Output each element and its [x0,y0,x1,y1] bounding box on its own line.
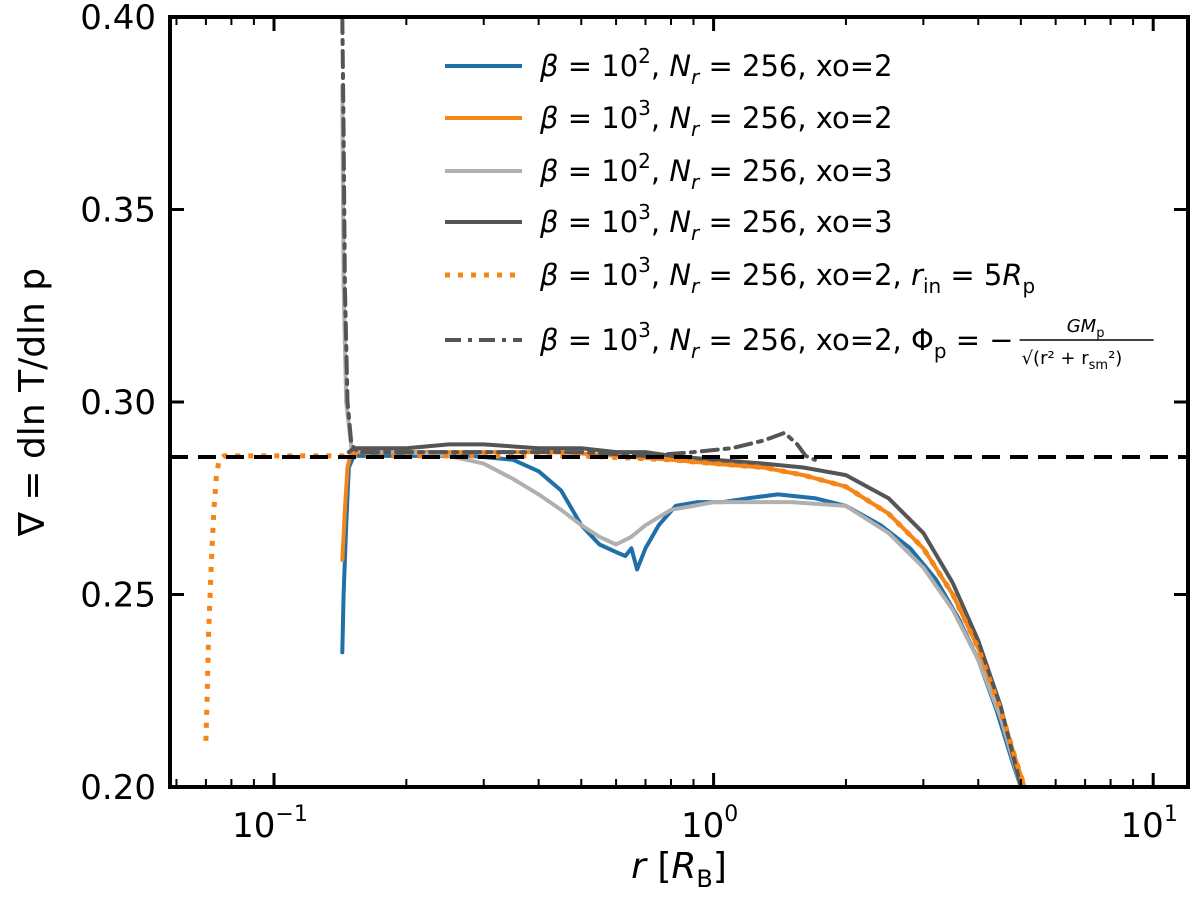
y-tick-label: 0.35 [80,191,156,231]
series-line-5 [203,453,1027,787]
series-line-1 [340,453,1023,787]
x-axis-label: r [RB] [631,846,727,893]
legend: β = 102, Nr = 256, xo=2 β = 103, Nr = 256… [445,44,1154,373]
y-tick-label: 0.25 [80,576,156,616]
y-tick-label: 0.20 [80,768,156,808]
y-tick-label: 0.30 [80,383,156,423]
x-tick-label: 101 [1121,802,1178,846]
axis-ticks: 0.20 0.25 0.30 0.35 0.40 10−1 100 101 [80,0,1188,846]
legend-fraction-denominator: √(r² + rsm²) [1022,348,1123,373]
legend-label-1: β = 102, Nr = 256, xo=2 [539,44,893,89]
legend-label-5: β = 103, Nr = 256, xo=2, rin = 5Rp [539,253,1035,298]
series-line-2 [340,450,1027,787]
legend-fraction-numerator: GMp [1067,316,1105,341]
y-axis-label: ∇ = dln T/dln p [12,268,53,537]
legend-label-6: β = 103, Nr = 256, xo=2, Φp = − [539,318,1014,363]
x-tick-label: 100 [681,802,738,846]
legend-label-4: β = 103, Nr = 256, xo=3 [539,200,893,245]
x-tick-label: 10−1 [232,802,308,846]
y-tick-label: 0.40 [80,0,156,38]
series-line-6 [340,17,817,462]
series-layer [203,17,1027,787]
legend-label-3: β = 102, Nr = 256, xo=3 [539,149,893,194]
legend-label-2: β = 103, Nr = 256, xo=2 [539,96,893,141]
series-line-4 [346,442,1023,787]
series-line-3 [340,84,1023,787]
